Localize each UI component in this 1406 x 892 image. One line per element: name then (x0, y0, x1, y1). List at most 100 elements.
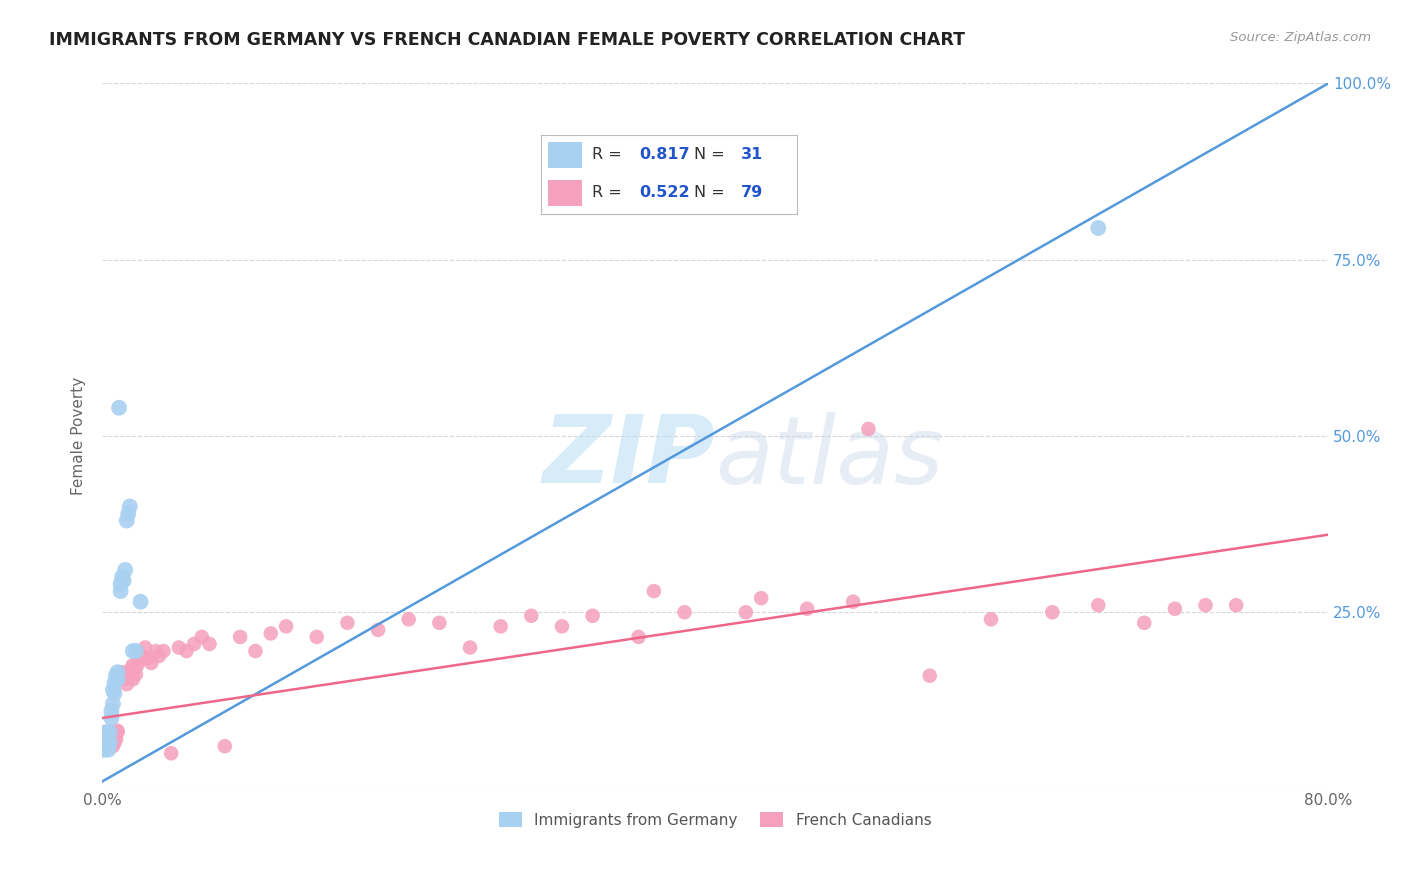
Text: 79: 79 (741, 185, 763, 200)
Point (93, 743, 115, 757)
Point (734, 605, 756, 619)
Point (110, 577, 132, 591)
Point (136, 651, 159, 665)
Point (108, 672, 131, 686)
Point (118, 500, 141, 514)
Point (101, 697, 124, 711)
Point (105, 732, 128, 747)
Point (398, 612, 420, 626)
Point (183, 637, 205, 651)
Point (115, 677, 138, 691)
Point (101, 682, 124, 697)
Point (98, 729, 121, 743)
Point (121, 644, 143, 658)
Point (98, 732, 121, 747)
Point (673, 605, 696, 619)
Point (103, 736, 125, 750)
FancyBboxPatch shape (548, 143, 582, 168)
Text: N =: N = (695, 147, 730, 162)
Point (94, 729, 117, 743)
Point (129, 648, 152, 662)
Point (121, 658, 143, 673)
Point (103, 729, 125, 743)
Point (581, 608, 603, 623)
Point (107, 725, 129, 739)
Point (112, 672, 135, 686)
Point (96, 725, 118, 739)
Point (129, 595, 152, 609)
Point (1225, 598, 1247, 612)
Point (980, 612, 1002, 626)
Point (627, 630, 650, 644)
Point (96, 725, 118, 739)
Point (749, 591, 772, 606)
Point (160, 746, 183, 760)
Point (520, 608, 543, 623)
Point (198, 637, 221, 651)
Point (367, 623, 389, 637)
Text: 31: 31 (741, 147, 763, 162)
Point (98, 736, 121, 750)
Point (94, 739, 117, 754)
Point (214, 739, 236, 754)
Text: N =: N = (695, 185, 730, 200)
Point (103, 675, 125, 690)
Text: IMMIGRANTS FROM GERMANY VS FRENCH CANADIAN FEMALE POVERTY CORRELATION CHART: IMMIGRANTS FROM GERMANY VS FRENCH CANADI… (49, 31, 965, 49)
Point (643, 584, 665, 599)
Point (167, 640, 190, 655)
Point (274, 619, 297, 633)
Point (93, 729, 115, 743)
Text: R =: R = (592, 147, 627, 162)
Text: ZIP: ZIP (543, 411, 716, 503)
FancyBboxPatch shape (548, 180, 582, 205)
Point (918, 669, 941, 683)
Point (1194, 598, 1216, 612)
Point (141, 656, 163, 670)
Point (111, 665, 134, 680)
Point (97, 726, 120, 740)
Point (110, 584, 132, 599)
Point (114, 563, 136, 577)
Point (176, 644, 198, 658)
Point (551, 619, 574, 633)
Point (842, 595, 865, 609)
Point (108, 401, 131, 415)
Point (132, 651, 155, 665)
Point (100, 732, 122, 747)
Point (1040, 605, 1063, 619)
Point (1087, 598, 1109, 612)
Point (1133, 615, 1156, 630)
Point (336, 615, 359, 630)
Point (111, 570, 134, 584)
Text: Source: ZipAtlas.com: Source: ZipAtlas.com (1230, 31, 1371, 45)
Point (107, 723, 129, 738)
Point (128, 651, 150, 665)
Point (100, 711, 122, 725)
Point (117, 507, 139, 521)
Point (427, 615, 450, 630)
Point (97, 732, 120, 747)
Point (458, 640, 481, 655)
Point (1087, 221, 1109, 235)
Point (96, 739, 118, 754)
Point (105, 669, 128, 683)
Point (112, 574, 135, 588)
Text: R =: R = (592, 185, 627, 200)
Point (145, 644, 167, 658)
Point (121, 672, 143, 686)
Point (245, 644, 267, 658)
Point (305, 630, 328, 644)
Point (114, 669, 136, 683)
Point (796, 601, 818, 615)
Point (100, 704, 122, 718)
Point (117, 670, 139, 684)
Point (118, 665, 141, 680)
Point (96, 731, 118, 745)
Point (115, 514, 138, 528)
Text: 0.522: 0.522 (640, 185, 690, 200)
Point (98, 725, 121, 739)
Point (229, 630, 252, 644)
Point (260, 626, 283, 640)
Point (97, 743, 120, 757)
Point (1164, 601, 1187, 615)
